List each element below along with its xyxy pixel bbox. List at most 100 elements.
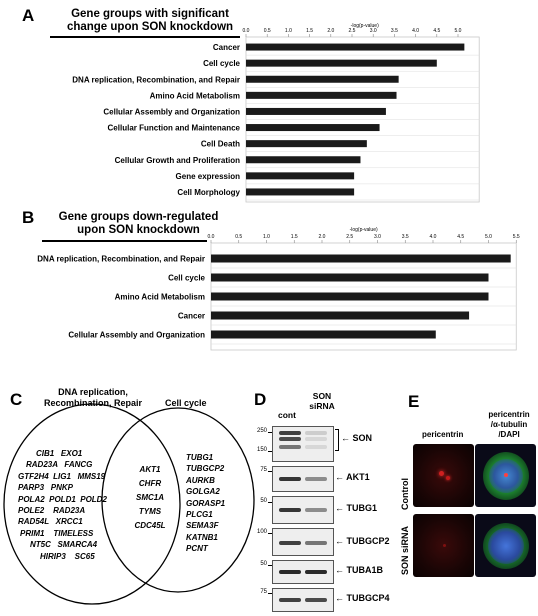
mw-marker: 75 xyxy=(260,589,267,595)
x-tick-label: 0.5 xyxy=(264,28,271,34)
x-tick-label: 4.5 xyxy=(433,28,440,34)
blot-label-tubg1: ← TUBG1 xyxy=(335,503,377,513)
bar-cellular-assembly-and-organization xyxy=(246,107,386,115)
band-control xyxy=(279,477,301,481)
category-label: DNA replication, Recombination, and Repa… xyxy=(72,75,240,84)
category-label: Amino Acid Metabolism xyxy=(115,293,205,302)
category-label: Cellular Growth and Proliferation xyxy=(115,156,240,165)
category-label: Cancer xyxy=(178,312,205,321)
blot-label-son: ← SON xyxy=(341,433,372,443)
venn-left-gene-line: PARP3 PNKP xyxy=(18,483,73,493)
lane-label-sirna-line1: SON xyxy=(312,391,332,401)
venn-right-gene: GORASP1 xyxy=(186,498,226,508)
band-sirna xyxy=(305,477,327,481)
panel-label-b: B xyxy=(22,208,35,227)
band-sirna xyxy=(305,598,327,602)
blot-label-text: TUBG1 xyxy=(346,503,378,513)
mw-marker: 75 xyxy=(260,467,267,473)
bar-dna-replication-recombination-and-repair xyxy=(211,254,511,263)
x-axis-label: -log(p-value) xyxy=(351,23,379,29)
arrow-left-icon: ← xyxy=(335,536,347,546)
panel-b-title: Gene groups down-regulated upon SON knoc… xyxy=(46,211,231,237)
band-sirna xyxy=(305,508,327,512)
bar-cell-morphology xyxy=(246,188,355,196)
category-label: Gene expression xyxy=(176,172,241,181)
panel-a-title-text: Gene groups with significant change upon… xyxy=(66,8,234,33)
bar-dna-replication-recombination-and-repair xyxy=(246,75,399,83)
bar-cell-cycle xyxy=(246,59,437,67)
category-label: Cellular Assembly and Organization xyxy=(103,107,240,116)
panel-label-d: D xyxy=(254,390,267,409)
venn-shared-gene: CHFR xyxy=(138,479,162,488)
bar-gene-expression xyxy=(246,172,355,180)
mw-marker: 100 xyxy=(256,529,267,535)
x-tick-label: 4.0 xyxy=(430,234,437,240)
micro-sirna-pericentrin-image xyxy=(413,514,474,577)
category-label: Cell Death xyxy=(201,140,240,149)
chart-a: 0.0 0.5 1.0 1.5 2.0 2.5 3.0 3.5 4.0 4.5 5.0 -log(p-… xyxy=(0,0,538,210)
arrow-left-icon: ← xyxy=(335,593,347,603)
x-tick-label: 5.0 xyxy=(485,234,492,240)
category-label: Cell cycle xyxy=(168,274,205,283)
panel-label-a: A xyxy=(22,6,35,25)
x-tick-label: 0.5 xyxy=(235,234,242,240)
band-sirna xyxy=(305,437,327,441)
venn-left-title-line2: Recombination, Repair xyxy=(43,398,142,408)
arrow-left-icon: ← xyxy=(335,565,347,575)
band-sirna xyxy=(305,445,327,449)
category-label: Amino Acid Metabolism xyxy=(150,91,240,100)
mw-tick xyxy=(268,533,272,534)
venn-right-title: Cell cycle xyxy=(165,398,207,408)
blot-label-tuba1b: ← TUBA1B xyxy=(335,565,383,575)
venn-left-title-line1: DNA replication, xyxy=(58,387,128,397)
blot-tubgcp2 xyxy=(272,528,334,556)
blot-akt1 xyxy=(272,466,334,492)
venn-shared-genes: AKT1 CHFR SMC1A TYMS CDC45L xyxy=(126,463,174,533)
arrow-left-icon: ← xyxy=(335,472,347,482)
venn-left-title: DNA replication, Recombination, Repair xyxy=(38,387,148,409)
x-tick-label: 1.0 xyxy=(285,28,292,34)
venn-left-gene-line: CIB1 EXO1 xyxy=(36,449,83,458)
venn-left-gene-line: PRIM1 TIMELESS xyxy=(20,528,94,538)
venn-left-gene-line: RAD23A FANCG xyxy=(26,460,93,470)
blot-label-tubgcp4: ← TUBGCP4 xyxy=(335,593,390,603)
mw-tick xyxy=(268,502,272,503)
son-bracket xyxy=(335,429,339,451)
mw-marker: 250 xyxy=(256,428,267,434)
band-sirna xyxy=(305,541,327,545)
band-control xyxy=(279,508,301,512)
category-label: Cancer xyxy=(213,43,240,52)
lane-label-sirna-line2: siRNA xyxy=(309,401,335,411)
band-control xyxy=(279,570,301,574)
x-tick-label: 4.5 xyxy=(457,234,464,240)
venn-left-gene-line: GTF2H4 LIG1 MMS19 xyxy=(18,471,106,481)
band-control xyxy=(279,437,301,441)
category-label: Cell Morphology xyxy=(177,188,240,197)
blot-label-text: TUBGCP2 xyxy=(346,536,390,546)
blot-label-text: TUBGCP4 xyxy=(346,593,390,603)
bar-cellular-assembly-and-organization xyxy=(211,330,436,339)
venn-shared-gene: AKT1 xyxy=(139,465,161,474)
micro-row1-label-box: Control xyxy=(400,460,414,510)
blot-label-akt1: ← AKT1 xyxy=(335,472,370,482)
mw-tick xyxy=(268,432,272,433)
x-tick-label: 4.0 xyxy=(412,28,419,34)
mw-marker: 50 xyxy=(260,498,267,504)
panel-label-c: C xyxy=(10,390,23,409)
mw-tick xyxy=(268,593,272,594)
venn-right-gene: TUBG1 xyxy=(186,453,214,462)
venn-left-genes: CIB1 EXO1 RAD23A FANCG GTF2H4 LIG1 MMS19 PA… xyxy=(18,448,130,562)
panel-a-title: Gene groups with significant change upon… xyxy=(60,8,240,34)
venn-right-gene: PLCG1 xyxy=(186,510,213,520)
bar-cellular-function-and-maintenance xyxy=(246,124,380,132)
venn-right-gene: AURKB xyxy=(186,475,215,485)
blot-label-text: SON xyxy=(352,433,373,443)
panel-b-title-underline xyxy=(42,240,207,242)
x-tick-label: 3.5 xyxy=(391,28,398,34)
panel-a-title-underline xyxy=(50,36,240,38)
x-tick-label: 1.5 xyxy=(306,28,313,34)
band-control xyxy=(279,431,301,435)
venn-left-gene-line: POLA2 POLD1 POLD2 xyxy=(18,494,107,504)
bar-chart-0: 0.0 0.5 1.0 1.5 2.0 2.5 3.0 3.5 4.0 4.5 5.0 -log(p-… xyxy=(72,23,480,203)
